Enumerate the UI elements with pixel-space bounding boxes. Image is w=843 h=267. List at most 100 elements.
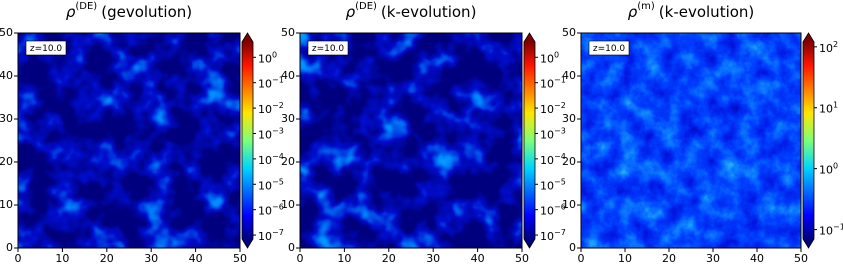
tick-exponent: −6	[272, 202, 284, 211]
y-tick-label: 20	[0, 155, 13, 168]
colorbar-extend-max	[803, 33, 814, 42]
colorbar-tick-label: 10−4	[258, 151, 284, 167]
colorbar	[242, 42, 253, 239]
x-tick-label: 30	[144, 252, 158, 265]
colorbar-tick-label: 10−5	[540, 177, 566, 193]
tick-exponent: −1	[554, 75, 566, 84]
tick-exponent: 0	[554, 50, 559, 59]
y-tick-label: 20	[281, 155, 295, 168]
tick-exponent: −5	[554, 177, 566, 186]
colorbar-tick-label: 10−3	[258, 126, 284, 142]
tick-base: 10	[258, 154, 272, 167]
x-tick-label: 10	[55, 252, 69, 265]
annotation-box	[588, 40, 630, 56]
x-tick-label: 40	[750, 252, 764, 265]
tick-base: 10	[540, 78, 554, 91]
tick-base: 10	[540, 179, 554, 192]
title-label: (gevolution)	[101, 3, 192, 21]
x-tick-label: 20	[662, 252, 676, 265]
colorbar-extend-min	[803, 239, 814, 248]
tick-base: 10	[540, 154, 554, 167]
tick-base: 10	[258, 78, 272, 91]
y-tick-label: 0	[6, 241, 13, 254]
tick-exponent: −2	[554, 101, 566, 110]
tick-exponent: −4	[272, 151, 284, 160]
colorbar-tick-label: 10−2	[258, 101, 284, 117]
tick-exponent: 0	[272, 50, 277, 59]
title-symbol: ρ	[628, 3, 638, 21]
panel-title: ρ(m) (k-evolution)	[628, 1, 755, 21]
tick-base: 10	[819, 164, 833, 177]
density-field	[18, 33, 240, 248]
y-tick-label: 40	[562, 69, 576, 82]
colorbar-extend-min	[524, 239, 535, 248]
annotation: z=10.0	[30, 44, 63, 54]
tick-base: 10	[258, 128, 272, 141]
tick-base: 10	[258, 52, 272, 65]
colorbar-extend-max	[242, 33, 253, 42]
plot-frame	[17, 32, 241, 249]
colorbar-frame	[523, 32, 536, 249]
title-superscript: (m)	[637, 1, 655, 12]
colorbar	[524, 42, 535, 239]
annotation-box	[25, 40, 67, 56]
x-tick-label: 10	[337, 252, 351, 265]
tick-base: 10	[258, 103, 272, 116]
colorbar-tick-label: 10−1	[258, 75, 284, 91]
colorbar-tick-label: 10−1	[540, 75, 566, 91]
colorbar-tick-label: 10−1	[819, 222, 843, 238]
y-tick-label: 20	[562, 155, 576, 168]
tick-exponent: −7	[272, 228, 284, 237]
x-tick-label: 0	[15, 252, 22, 265]
tick-base: 10	[258, 179, 272, 192]
tick-exponent: −4	[554, 151, 566, 160]
y-tick-label: 10	[281, 198, 295, 211]
colorbar-tick-label: 101	[819, 100, 838, 116]
y-tick-label: 50	[281, 26, 295, 39]
x-tick-label: 10	[618, 252, 632, 265]
tick-exponent: −1	[833, 222, 843, 231]
y-tick-label: 40	[281, 69, 295, 82]
tick-base: 10	[540, 128, 554, 141]
annotation-box	[307, 40, 349, 56]
colorbar-tick-label: 10−7	[540, 228, 566, 244]
title-symbol: ρ	[66, 3, 76, 21]
tick-base: 10	[819, 42, 833, 55]
y-tick-label: 30	[0, 112, 13, 125]
title-superscript: (DE)	[75, 1, 97, 12]
x-tick-label: 40	[189, 252, 203, 265]
colorbar-extend-max	[524, 33, 535, 42]
x-tick-label: 30	[426, 252, 440, 265]
y-tick-label: 30	[281, 112, 295, 125]
y-tick-label: 10	[562, 198, 576, 211]
colorbar-tick-label: 10−2	[540, 101, 566, 117]
x-tick-label: 0	[297, 252, 304, 265]
title-superscript: (DE)	[355, 1, 377, 12]
colorbar-tick-label: 10−7	[258, 228, 284, 244]
tick-exponent: −5	[272, 177, 284, 186]
tick-base: 10	[819, 103, 833, 116]
colorbar-frame	[802, 32, 815, 249]
tick-base: 10	[258, 205, 272, 218]
colorbar-extend-min	[242, 239, 253, 248]
tick-base: 10	[540, 205, 554, 218]
title-symbol: ρ	[346, 3, 356, 21]
plot-frame	[580, 32, 802, 249]
tick-exponent: −3	[554, 126, 566, 135]
tick-base: 10	[258, 230, 272, 243]
tick-base: 10	[819, 225, 833, 238]
colorbar-tick-label: 100	[819, 161, 838, 177]
y-tick-label: 50	[0, 26, 13, 39]
colorbar-frame	[241, 32, 254, 249]
title-label: (k-evolution)	[381, 3, 477, 21]
panel-title: ρ(DE) (gevolution)	[66, 1, 192, 21]
tick-exponent: 1	[833, 100, 838, 109]
x-tick-label: 30	[706, 252, 720, 265]
annotation: z=10.0	[312, 44, 345, 54]
density-field	[581, 33, 801, 248]
panel-title: ρ(DE) (k-evolution)	[346, 1, 477, 21]
y-tick-label: 30	[562, 112, 576, 125]
colorbar-tick-label: 10−6	[258, 202, 284, 218]
tick-exponent: 2	[833, 39, 838, 48]
